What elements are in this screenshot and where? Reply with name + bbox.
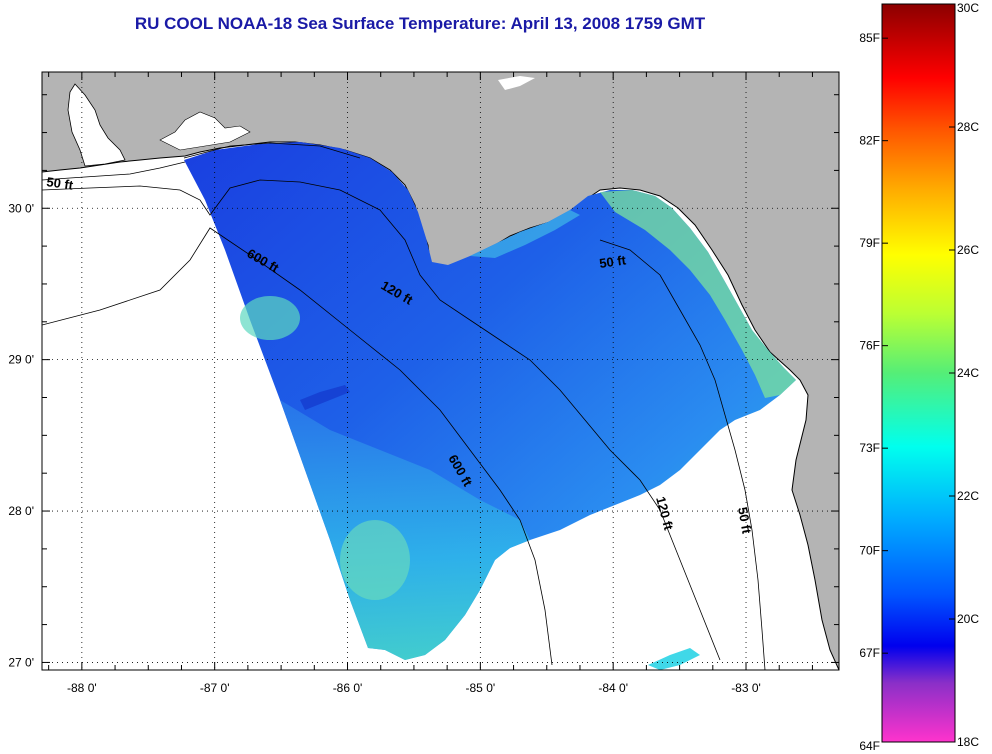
map-title: RU COOL NOAA-18 Sea Surface Temperature:… — [134, 14, 706, 33]
colorbar-fahrenheit-label: 70F — [859, 544, 880, 558]
latitude-label: 30 0' — [8, 201, 34, 215]
colorbar-fahrenheit-label: 82F — [859, 134, 880, 148]
latitude-label: 27 0' — [8, 655, 34, 669]
sst-south-region — [280, 400, 530, 660]
isobath-600ft — [42, 227, 553, 666]
colorbar-celsius-label: 24C — [957, 366, 979, 380]
latitude-labels: 30 0' 29 0' 28 0' 27 0' — [8, 201, 34, 669]
isobaths — [42, 142, 766, 670]
longitude-label: -83 0' — [731, 681, 761, 695]
longitude-label: -85 0' — [466, 681, 496, 695]
colorbar-celsius-label: 20C — [957, 612, 979, 626]
isobath-label: 50 ft — [46, 174, 75, 193]
colorbar-fahrenheit-label: 64F — [859, 739, 880, 753]
colorbar-gradient — [882, 4, 955, 742]
sst-warm-patch-south — [340, 520, 410, 600]
sst-offshore-patch — [648, 648, 700, 670]
longitude-label: -84 0' — [598, 681, 628, 695]
colorbar-celsius-label: 28C — [957, 120, 979, 134]
longitude-label: -87 0' — [200, 681, 230, 695]
sst-coastal-warm-east — [600, 190, 796, 398]
isobath-120ft — [42, 179, 721, 661]
isobath-label: 50 ft — [598, 252, 627, 271]
colorbar-celsius-label: 26C — [957, 243, 979, 257]
colorbar-fahrenheit-label: 76F — [859, 339, 880, 353]
axis-ticks — [42, 72, 839, 670]
sst-coastal-warm-north — [470, 210, 580, 258]
coastal-bays — [159, 111, 251, 151]
colorbar-celsius-label: 18C — [957, 735, 979, 749]
isobath-50ft-west — [42, 161, 186, 181]
colorbar-fahrenheit-label: 79F — [859, 236, 880, 250]
colorbar-celsius-label: 30C — [957, 1, 979, 15]
longitude-label: -88 0' — [67, 681, 97, 695]
colorbar-fahrenheit-label: 85F — [859, 31, 880, 45]
colorbar-celsius-label: 22C — [957, 489, 979, 503]
colorbar-fahrenheit-label: 67F — [859, 646, 880, 660]
sst-warm-patch-west — [240, 296, 300, 340]
colorbar-celsius-labels: 30C 28C 26C 24C 22C 20C 18C — [949, 1, 979, 749]
colorbar-fahrenheit-labels: 85F 82F 79F 76F 73F 70F 67F 64F — [859, 31, 888, 753]
lake-white — [498, 76, 535, 90]
longitude-labels: -88 0' -87 0' -86 0' -85 0' -84 0' -83 0' — [67, 681, 761, 695]
colorbar: 85F 82F 79F 76F 73F 70F 67F 64F 30C 28C 26C 24C 22C… — [859, 1, 979, 753]
latitude-label: 28 0' — [8, 504, 34, 518]
isobath-label: 50 ft — [735, 506, 755, 536]
isobath-50ft-east — [599, 239, 766, 670]
mobile-bay — [67, 83, 126, 167]
latitude-label: 29 0' — [8, 353, 34, 367]
sst-cold-streak — [300, 385, 350, 410]
longitude-label: -86 0' — [333, 681, 363, 695]
colorbar-fahrenheit-label: 73F — [859, 441, 880, 455]
land-mass — [42, 72, 839, 670]
isobath-coast-line — [183, 142, 361, 159]
plot-frame — [41, 71, 840, 671]
